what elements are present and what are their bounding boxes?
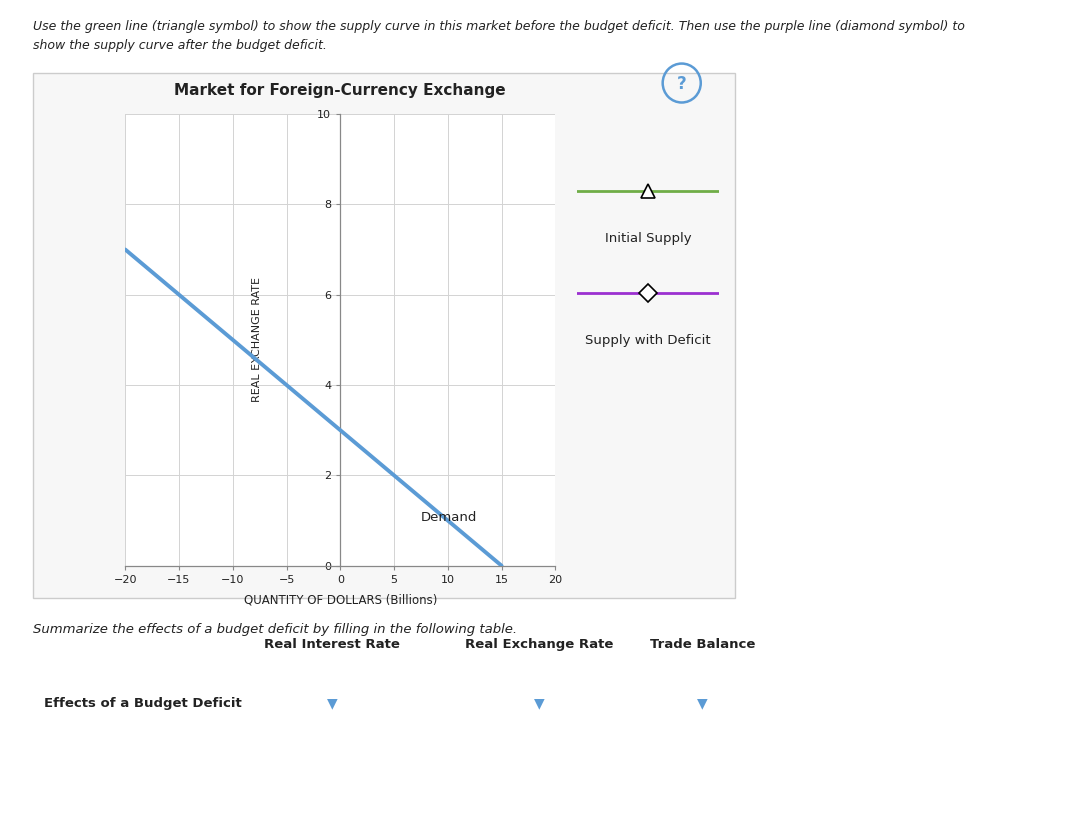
- Title: Market for Foreign-Currency Exchange: Market for Foreign-Currency Exchange: [174, 82, 506, 98]
- Text: Initial Supply: Initial Supply: [604, 232, 692, 245]
- Text: ▼: ▼: [697, 696, 708, 710]
- Text: ▼: ▼: [327, 696, 338, 710]
- Text: Real Interest Rate: Real Interest Rate: [265, 638, 400, 651]
- Text: ▼: ▼: [534, 696, 544, 710]
- Y-axis label: REAL EXCHANGE RATE: REAL EXCHANGE RATE: [252, 278, 261, 402]
- X-axis label: QUANTITY OF DOLLARS (Billions): QUANTITY OF DOLLARS (Billions): [244, 593, 437, 606]
- Text: Demand: Demand: [421, 510, 477, 523]
- Text: Summarize the effects of a budget deficit by filling in the following table.: Summarize the effects of a budget defici…: [33, 623, 517, 636]
- Text: ?: ?: [677, 75, 686, 93]
- Text: Trade Balance: Trade Balance: [650, 638, 755, 651]
- Text: Effects of a Budget Deficit: Effects of a Budget Deficit: [44, 697, 242, 710]
- Text: Use the green line (triangle symbol) to show the supply curve in this market bef: Use the green line (triangle symbol) to …: [33, 20, 965, 52]
- Text: Supply with Deficit: Supply with Deficit: [585, 334, 711, 347]
- Text: Real Exchange Rate: Real Exchange Rate: [465, 638, 613, 651]
